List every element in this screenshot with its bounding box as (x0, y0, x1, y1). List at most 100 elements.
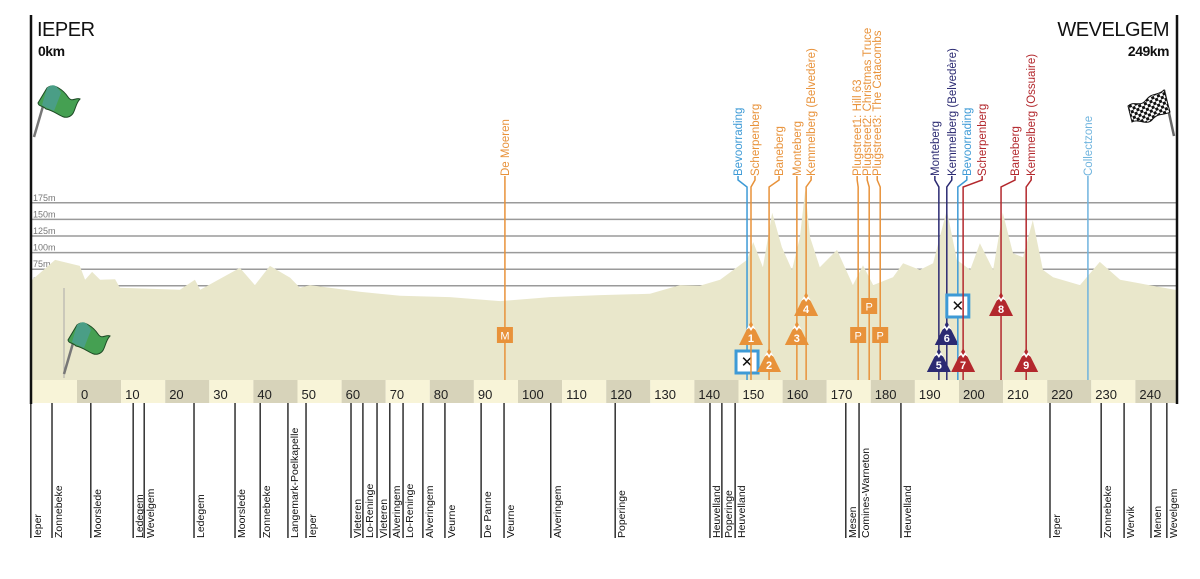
axis-band (782, 380, 827, 403)
marker-label: Kemmelberg (Belvedère) (806, 48, 818, 176)
marker-label: Kemmelberg (Ossuaire) (1026, 54, 1038, 176)
axis-band (473, 380, 518, 403)
axis-band (1047, 380, 1092, 403)
axis-band (32, 380, 78, 403)
start-km: 0km (38, 43, 65, 59)
town-label: Heuvelland (902, 485, 914, 538)
town-label: Moorslede (236, 489, 248, 538)
route-markers: De Moeren M Bevoorrading ✕ Scherpenberg 1 Bane… (496, 28, 1095, 380)
x-tick-label: 230 (1095, 387, 1117, 402)
start-city: IEPER (37, 19, 95, 41)
sector-badge[interactable] (850, 327, 867, 343)
town-label: Ieper (307, 514, 319, 538)
axis-band (1091, 380, 1136, 403)
x-tick-label: 240 (1139, 387, 1161, 402)
axis-band (165, 380, 210, 403)
feed-zone-badge[interactable] (734, 349, 760, 375)
climb-badge[interactable] (757, 348, 782, 372)
town-label: Alveringem (552, 485, 564, 538)
mountain-icon (791, 325, 802, 331)
x-tick-label: 210 (1007, 387, 1029, 402)
marker-label: Monteberg (930, 121, 942, 176)
x-tick-label: 130 (654, 387, 676, 402)
climb-badge[interactable] (989, 292, 1014, 316)
town-label: Lo-Reninge (404, 484, 416, 538)
x-tick-label: 90 (478, 387, 492, 402)
town-label: Moorslede (92, 489, 104, 538)
axis-band (253, 380, 298, 403)
marker-line (768, 176, 780, 380)
x-tick-label: 50 (302, 387, 316, 402)
climb-badge[interactable] (738, 321, 763, 345)
town-label: Zonnebeke (53, 485, 65, 538)
town-label: Ledegem (195, 494, 207, 538)
town-label: Zonnebeke (1102, 485, 1114, 538)
town-label: Zonnebeke (261, 485, 273, 538)
marker-label: De Moeren (500, 119, 512, 176)
moeren-badge[interactable] (496, 327, 513, 343)
climb-badge[interactable] (784, 321, 809, 345)
town-label: Alveringem (424, 485, 436, 538)
town-label: Poperinge (616, 490, 628, 538)
axis-band (518, 380, 563, 403)
axis-band (826, 380, 871, 403)
x-tick-label: 100 (522, 387, 544, 402)
town-label: Veurne (505, 505, 517, 538)
finish-km: 249km (1127, 43, 1170, 59)
x-tick-label: 0 (81, 387, 88, 402)
x-tick-label: 200 (963, 387, 985, 402)
climb-badge[interactable] (794, 292, 819, 316)
axis-band (341, 380, 386, 403)
axis-band (870, 380, 915, 403)
sector-badge[interactable] (872, 327, 889, 343)
climb-number: 3 (794, 333, 800, 345)
x-tick-label: 30 (213, 387, 227, 402)
y-tick-label: 75m (33, 259, 51, 269)
town-label: Ieper (32, 514, 44, 538)
elevation-profile-area (32, 190, 1176, 380)
sector-badge[interactable] (861, 298, 878, 314)
mountain-icon (941, 325, 952, 331)
finish-city: WEVELGEM (1057, 19, 1169, 41)
mountain-icon (1021, 352, 1032, 358)
town-label: Vleteren (352, 499, 364, 538)
marker-label: Plugstreet1: Hill 63 (852, 79, 864, 176)
climb-badge[interactable] (926, 348, 951, 372)
marker-label: Bevoorrading (733, 108, 745, 176)
marker-label: Baneberg (1010, 126, 1022, 176)
axis-band (77, 380, 122, 403)
marker-label: Monteberg (792, 121, 804, 176)
town-label: Comines-Warneton (860, 448, 872, 538)
town-label: Ledegem (134, 494, 146, 538)
y-tick-label: 175m (33, 193, 56, 203)
axis-band (694, 380, 739, 403)
town-label: Langemark-Poelkapelle (289, 428, 301, 538)
town-label: Ieper (1051, 514, 1063, 538)
marker-line (934, 176, 940, 380)
climb-badge[interactable] (1014, 348, 1039, 372)
marker-line (737, 176, 748, 380)
badge-letter: P (877, 331, 884, 343)
x-tick-label: 160 (787, 387, 809, 402)
badge-letter: P (866, 302, 873, 314)
axis-band (297, 380, 342, 403)
climb-number: 5 (936, 360, 942, 372)
mountain-icon (933, 352, 944, 358)
marker-line (946, 176, 953, 380)
climb-badge[interactable] (934, 321, 959, 345)
x-tick-label: 220 (1051, 387, 1073, 402)
town-label: Wervik (1125, 505, 1137, 538)
mountain-icon (996, 296, 1007, 302)
axis-band (121, 380, 166, 403)
axis-band (650, 380, 695, 403)
marker-line (805, 176, 812, 380)
climb-badge[interactable] (951, 348, 976, 372)
cutlery-icon: ✕ (952, 297, 965, 315)
town-label: Alveringem (391, 485, 403, 538)
town-labels: Ieper Zonnebeke Moorslede Ledegem Wevelgem Le… (30, 403, 1180, 538)
town-label: Veurne (446, 505, 458, 538)
mountain-icon (958, 352, 969, 358)
green-flag-icon (62, 322, 111, 375)
town-label: De Panne (482, 491, 494, 538)
